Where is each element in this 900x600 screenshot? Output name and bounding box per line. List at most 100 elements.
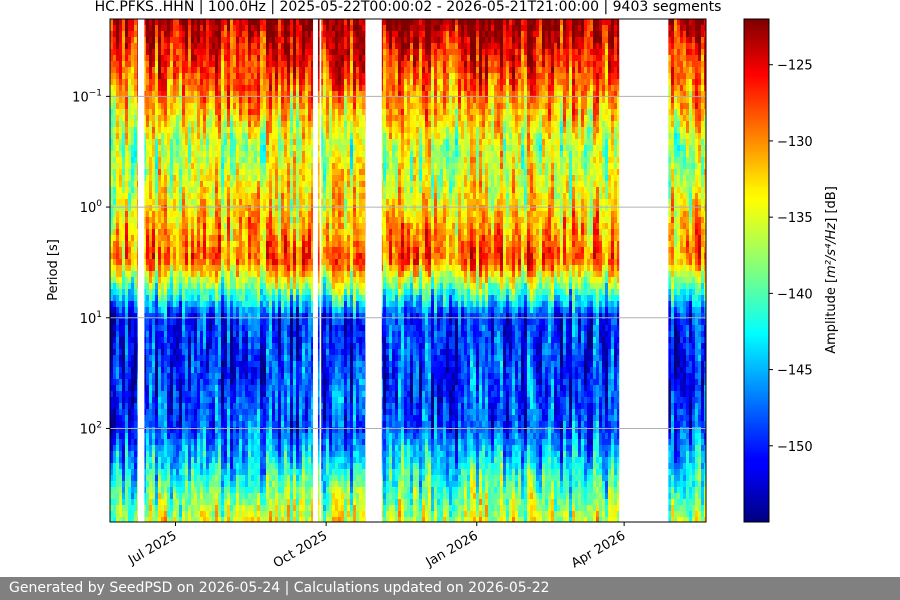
heatmap-cell bbox=[128, 283, 132, 290]
heatmap-cell bbox=[155, 289, 159, 296]
heatmap-cell bbox=[113, 139, 117, 146]
heatmap-cell bbox=[110, 511, 114, 518]
heatmap-cell bbox=[161, 295, 165, 302]
heatmap-cell bbox=[170, 49, 174, 56]
heatmap-cell bbox=[116, 415, 120, 422]
heatmap-cell bbox=[170, 283, 174, 290]
heatmap-cell bbox=[170, 505, 174, 512]
heatmap-cell bbox=[116, 55, 120, 62]
heatmap-cell bbox=[182, 127, 186, 134]
heatmap-cell bbox=[182, 445, 186, 452]
heatmap-cell bbox=[131, 145, 135, 152]
heatmap-cell bbox=[182, 379, 186, 386]
heatmap-cell bbox=[182, 241, 186, 248]
heatmap-cell bbox=[143, 493, 147, 500]
heatmap-cell bbox=[116, 229, 120, 236]
heatmap-cell bbox=[116, 343, 120, 350]
heatmap-cell bbox=[152, 475, 156, 482]
heatmap-cell bbox=[134, 379, 138, 386]
heatmap-cell bbox=[131, 37, 135, 44]
heatmap-cell bbox=[158, 409, 162, 416]
heatmap-cell bbox=[128, 19, 132, 26]
heatmap-cell bbox=[161, 79, 165, 86]
heatmap-cell bbox=[134, 85, 138, 92]
heatmap-cell bbox=[131, 295, 135, 302]
heatmap-cell bbox=[170, 499, 174, 506]
heatmap-cell bbox=[128, 451, 132, 458]
heatmap-cell bbox=[146, 115, 150, 122]
heatmap-cell bbox=[179, 109, 183, 116]
heatmap-cell bbox=[122, 337, 126, 344]
heatmap-cell bbox=[113, 415, 117, 422]
heatmap-cell bbox=[149, 265, 153, 272]
heatmap-cell bbox=[149, 295, 153, 302]
heatmap-cell bbox=[146, 301, 150, 308]
heatmap-cell bbox=[167, 55, 171, 62]
heatmap-cell bbox=[152, 331, 156, 338]
heatmap-cell bbox=[155, 79, 159, 86]
heatmap-cell bbox=[167, 385, 171, 392]
heatmap-cell bbox=[188, 217, 192, 224]
heatmap-cell bbox=[119, 331, 123, 338]
heatmap-cell bbox=[122, 301, 126, 308]
heatmap-cell bbox=[173, 313, 177, 320]
heatmap-cell bbox=[125, 475, 129, 482]
heatmap-cell bbox=[131, 313, 135, 320]
heatmap-cell bbox=[155, 325, 159, 332]
heatmap-cell bbox=[125, 61, 129, 68]
heatmap-cell bbox=[110, 313, 114, 320]
heatmap-cell bbox=[149, 139, 153, 146]
heatmap-cell bbox=[158, 451, 162, 458]
heatmap-cell bbox=[146, 103, 150, 110]
heatmap-cell bbox=[185, 295, 189, 302]
heatmap-cell bbox=[149, 169, 153, 176]
heatmap-cell bbox=[113, 25, 117, 32]
heatmap-cell bbox=[149, 331, 153, 338]
heatmap-cell bbox=[146, 295, 150, 302]
heatmap-cell bbox=[128, 79, 132, 86]
heatmap-cell bbox=[119, 325, 123, 332]
heatmap-cell bbox=[182, 271, 186, 278]
heatmap-cell bbox=[143, 157, 147, 164]
heatmap-cell bbox=[179, 97, 183, 104]
heatmap-cell bbox=[146, 193, 150, 200]
heatmap-cell bbox=[110, 199, 114, 206]
heatmap-cell bbox=[161, 151, 165, 158]
heatmap-cell bbox=[143, 499, 147, 506]
heatmap-cell bbox=[134, 283, 138, 290]
heatmap-cell bbox=[158, 469, 162, 476]
heatmap-cell bbox=[164, 97, 168, 104]
heatmap-cell bbox=[152, 31, 156, 38]
heatmap-cell bbox=[149, 499, 153, 506]
heatmap-cell bbox=[155, 415, 159, 422]
heatmap-cell bbox=[146, 25, 150, 32]
heatmap-cell bbox=[116, 427, 120, 434]
heatmap-cell bbox=[155, 37, 159, 44]
heatmap-cell bbox=[167, 157, 171, 164]
heatmap-cell bbox=[152, 37, 156, 44]
heatmap-cell bbox=[128, 421, 132, 428]
heatmap-cell bbox=[122, 235, 126, 242]
heatmap-cell bbox=[167, 517, 171, 522]
heatmap-cell bbox=[113, 493, 117, 500]
heatmap-cell bbox=[146, 421, 150, 428]
heatmap-cell bbox=[125, 295, 129, 302]
heatmap-cell bbox=[149, 61, 153, 68]
heatmap-cell bbox=[173, 337, 177, 344]
heatmap-cell bbox=[122, 19, 126, 26]
heatmap-cell bbox=[155, 247, 159, 254]
heatmap-cell bbox=[134, 103, 138, 110]
heatmap-cell bbox=[131, 469, 135, 476]
heatmap-cell bbox=[128, 499, 132, 506]
heatmap-cell bbox=[152, 199, 156, 206]
heatmap-cell bbox=[161, 403, 165, 410]
heatmap-cell bbox=[110, 271, 114, 278]
heatmap-cell bbox=[125, 415, 129, 422]
heatmap-cell bbox=[122, 217, 126, 224]
heatmap-cell bbox=[134, 61, 138, 68]
heatmap-cell bbox=[164, 433, 168, 440]
heatmap-cell bbox=[113, 37, 117, 44]
heatmap-cell bbox=[113, 469, 117, 476]
heatmap-cell bbox=[167, 181, 171, 188]
heatmap-cell bbox=[149, 517, 153, 522]
